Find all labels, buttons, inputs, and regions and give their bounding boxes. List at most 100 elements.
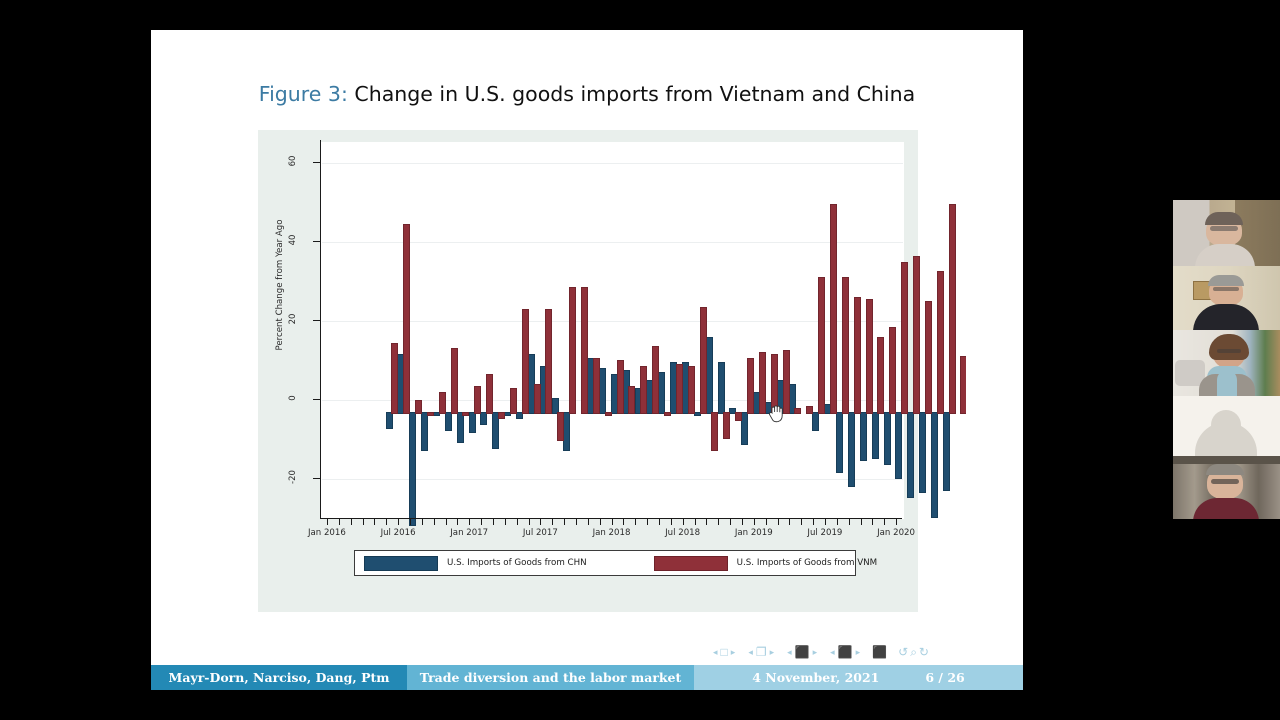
bar-vnm [628,385,636,414]
x-axis-tick [694,519,696,525]
bar-vnm [450,348,458,414]
bar-chn [729,407,737,414]
avatar-body-icon [1195,422,1257,456]
back-icon[interactable]: ↺ [898,645,909,659]
bar-vnm [818,277,826,414]
x-axis-line [320,518,902,520]
x-axis-tick [860,519,862,525]
bar-vnm [640,366,648,414]
x-axis-tick [611,519,613,525]
bar-chn [883,411,891,465]
y-axis-tick [313,398,321,400]
bar-vnm [794,407,802,414]
frame-navigation-icon[interactable]: □ [720,645,728,659]
x-axis-tick [753,519,755,525]
next-section-icon[interactable]: ▸ [855,646,861,657]
x-axis-tick [824,519,827,525]
bar-chn [919,411,927,493]
bar-chn [658,372,666,414]
section-navigation-icon[interactable]: ⬛ [837,645,853,659]
x-axis-tick [682,519,684,525]
bar-vnm [877,336,885,414]
bar-chn [409,411,417,527]
x-axis-tick [564,519,566,525]
presentation-icon[interactable]: ⬛ [872,645,888,659]
legend-swatch-vnm [653,555,728,571]
next-frame-icon[interactable]: ▸ [730,646,736,657]
bar-vnm [723,411,731,440]
x-axis-tick [658,519,661,525]
prev-slide-icon[interactable]: ◂ [748,646,753,657]
x-axis-tick [741,519,744,525]
forward-icon[interactable]: ↻ [918,645,929,659]
footer-page-number: 6 / 26 [925,670,965,685]
bar-vnm [675,364,683,414]
x-axis-tick-label: Jan 2020 [877,528,915,538]
bar-vnm [936,271,944,414]
subsection-navigation-icon[interactable]: ⬛ [794,645,810,659]
bar-chn [942,411,950,491]
next-subsection-icon[interactable]: ▸ [812,646,818,657]
x-axis-tick [338,519,340,525]
x-axis-tick [765,519,767,525]
bar-chn [717,362,725,414]
bar-vnm [806,405,814,414]
x-axis-tick [481,519,483,525]
x-axis-tick [896,519,898,525]
presentation-navigation-group[interactable]: ⬛ [871,646,888,658]
slide-navigation-group[interactable]: ◂ ❐ ▸ [746,646,776,658]
grab-hand-cursor [768,405,783,423]
bar-vnm [592,358,600,414]
bar-vnm [391,342,399,414]
bar-vnm [569,287,577,414]
bar-chn [385,411,393,430]
x-axis-tick [386,519,388,525]
x-axis-tick [409,519,412,525]
legend-label-vnm: U.S. Imports of Goods from VNM [736,558,878,568]
participant-tile-4[interactable] [1173,396,1280,456]
bar-vnm [699,306,707,414]
slide-navigation-icon[interactable]: ❐ [755,645,767,659]
bar-vnm [948,204,956,414]
legend-swatch-chn [364,555,438,571]
prev-section-icon[interactable]: ◂ [830,646,835,657]
search-icon[interactable]: ⌕ [910,644,917,659]
bar-vnm [497,411,506,420]
bar-vnm [486,374,494,414]
bar-vnm [865,299,873,414]
bar-vnm [509,387,517,414]
participant-tile-1[interactable] [1173,200,1280,266]
bar-vnm [853,297,861,414]
participant-tile-5[interactable] [1173,456,1280,519]
zoom-navigation-group[interactable]: ↺ ⌕ ↻ [897,645,930,660]
participant-tile-2[interactable] [1173,266,1280,330]
bar-vnm [889,326,897,414]
frame-navigation-group[interactable]: ◂ □ ▸ [711,646,737,658]
bar-vnm [912,255,921,414]
x-axis-tick-label: Jul 2019 [807,528,843,538]
chart-legend: U.S. Imports of Goods from CHN U.S. Impo… [354,550,877,576]
plot-area [321,142,966,527]
prev-frame-icon[interactable]: ◂ [713,646,718,657]
y-axis-tick-label: 60 [288,155,298,167]
subsection-navigation-group[interactable]: ◂ ⬛ ▸ [785,646,819,658]
participant-tile-3[interactable] [1173,330,1280,396]
x-axis-tick-label: Jan 2018 [592,528,631,538]
bar-chn [907,411,915,499]
x-axis-tick [326,519,329,525]
x-axis-tick [540,519,542,525]
bar-chn [930,411,939,519]
next-slide-icon[interactable]: ▸ [769,646,775,657]
y-axis-tick [313,477,321,479]
x-axis-tick [362,519,364,525]
x-axis-tick-label: Jan 2019 [734,528,773,538]
section-navigation-group[interactable]: ◂ ⬛ ▸ [828,646,862,658]
bar-vnm [533,383,541,414]
gridline [322,478,903,480]
legend-label-chn: U.S. Imports of Goods from CHN [447,558,587,568]
bar-vnm [545,308,553,414]
prev-subsection-icon[interactable]: ◂ [787,646,792,657]
bar-chn [847,411,856,487]
bar-vnm [403,224,411,414]
beamer-navigation-bar[interactable]: ◂ □ ▸ ◂ ❐ ▸ ◂ ⬛ ▸ ◂ ⬛ ▸ ⬛ [711,642,1011,662]
